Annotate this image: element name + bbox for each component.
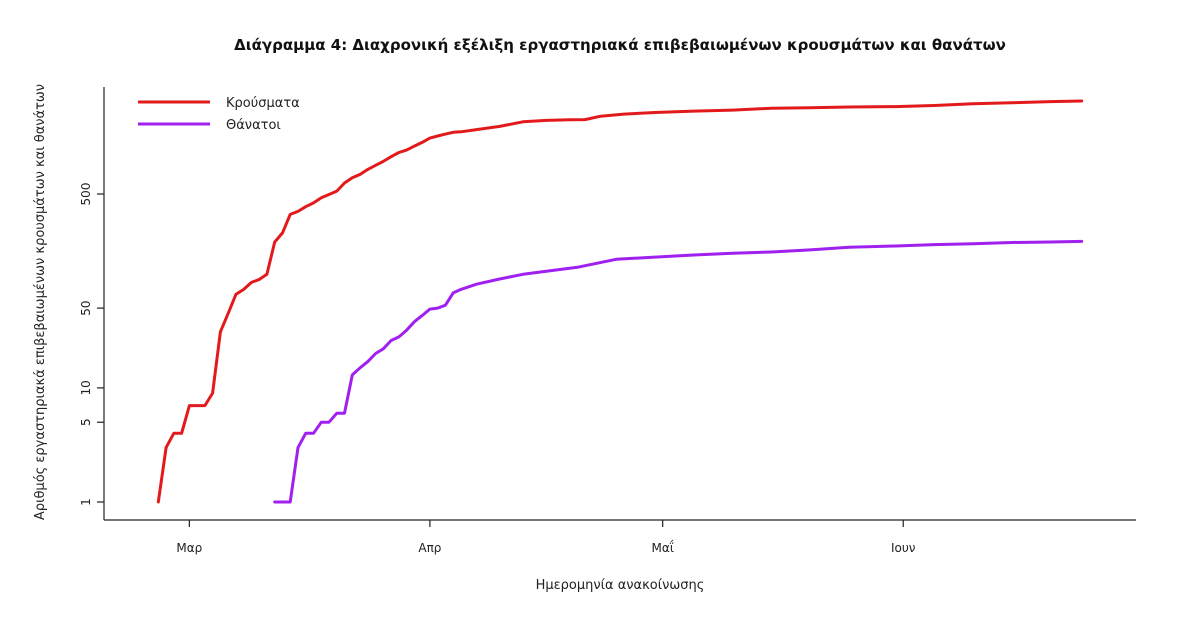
y-axis-ticks: 1 5 10 50 500: [79, 183, 104, 506]
x-tick-label: Μαΐ: [652, 540, 674, 555]
x-axis-label: Ημερομηνία ανακοίνωσης: [536, 578, 705, 593]
x-tick-label: Απρ: [418, 541, 441, 555]
y-tick-label: 500: [79, 183, 93, 206]
x-tick-label: Μαρ: [176, 541, 202, 555]
y-tick-label: 10: [79, 380, 93, 395]
x-axis-ticks: Μαρ Απρ Μαΐ Ιουν: [176, 520, 916, 555]
legend-label-cases: Κρούσματα: [226, 96, 300, 111]
x-tick-label: Ιουν: [891, 541, 916, 555]
series-line-cases: [156, 99, 1084, 504]
y-tick-label: 5: [79, 418, 93, 426]
y-axis-label: Αριθμός εργαστηριακά επιβεβαιωμένων κρου…: [33, 84, 48, 520]
y-tick-label: 1: [79, 498, 93, 506]
series-line-deaths: [273, 239, 1084, 504]
chart-title: Διάγραμμα 4: Διαχρονική εξέλιξη εργαστηρ…: [234, 36, 1006, 54]
series-layer: [156, 99, 1084, 504]
legend: Κρούσματα Θάνατοι: [138, 96, 300, 133]
y-tick-label: 50: [79, 300, 93, 315]
legend-label-deaths: Θάνατοι: [226, 118, 281, 133]
